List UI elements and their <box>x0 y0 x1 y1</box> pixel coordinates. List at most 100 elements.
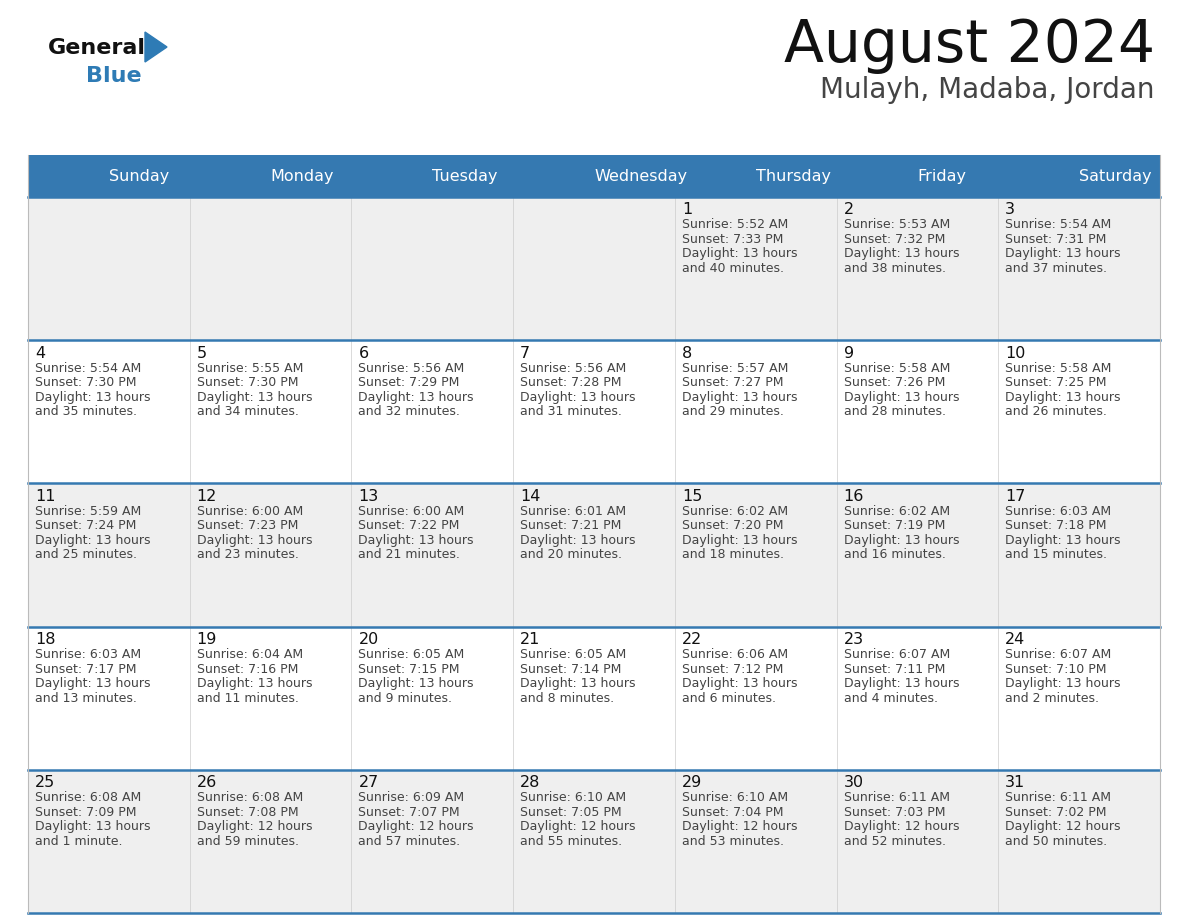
Text: 30: 30 <box>843 776 864 790</box>
Text: Daylight: 13 hours: Daylight: 13 hours <box>682 534 797 547</box>
Text: Daylight: 13 hours: Daylight: 13 hours <box>359 534 474 547</box>
Text: Daylight: 13 hours: Daylight: 13 hours <box>843 534 959 547</box>
Text: and 34 minutes.: and 34 minutes. <box>197 405 298 419</box>
Text: and 40 minutes.: and 40 minutes. <box>682 262 784 275</box>
Text: Sunset: 7:02 PM: Sunset: 7:02 PM <box>1005 806 1107 819</box>
Text: and 9 minutes.: and 9 minutes. <box>359 691 453 705</box>
Text: 12: 12 <box>197 489 217 504</box>
Text: 31: 31 <box>1005 776 1025 790</box>
Text: Sunrise: 6:08 AM: Sunrise: 6:08 AM <box>197 791 303 804</box>
Text: 14: 14 <box>520 489 541 504</box>
Text: Sunset: 7:17 PM: Sunset: 7:17 PM <box>34 663 137 676</box>
Text: 13: 13 <box>359 489 379 504</box>
Text: and 15 minutes.: and 15 minutes. <box>1005 548 1107 562</box>
Text: Sunrise: 6:02 AM: Sunrise: 6:02 AM <box>682 505 788 518</box>
Text: 19: 19 <box>197 633 217 647</box>
Text: and 18 minutes.: and 18 minutes. <box>682 548 784 562</box>
Text: Sunset: 7:04 PM: Sunset: 7:04 PM <box>682 806 783 819</box>
Text: Daylight: 13 hours: Daylight: 13 hours <box>34 534 151 547</box>
Text: 3: 3 <box>1005 203 1016 218</box>
Text: and 6 minutes.: and 6 minutes. <box>682 691 776 705</box>
Text: Daylight: 12 hours: Daylight: 12 hours <box>1005 821 1120 834</box>
Text: 6: 6 <box>359 346 368 361</box>
Text: and 29 minutes.: and 29 minutes. <box>682 405 784 419</box>
Text: and 16 minutes.: and 16 minutes. <box>843 548 946 562</box>
Text: Sunset: 7:21 PM: Sunset: 7:21 PM <box>520 520 621 532</box>
Text: Daylight: 13 hours: Daylight: 13 hours <box>34 391 151 404</box>
FancyBboxPatch shape <box>29 341 1159 484</box>
Text: Sunset: 7:30 PM: Sunset: 7:30 PM <box>197 376 298 389</box>
Text: Daylight: 13 hours: Daylight: 13 hours <box>1005 248 1120 261</box>
Text: Wednesday: Wednesday <box>594 169 687 184</box>
Text: Sunrise: 6:04 AM: Sunrise: 6:04 AM <box>197 648 303 661</box>
Text: 23: 23 <box>843 633 864 647</box>
Text: Sunset: 7:03 PM: Sunset: 7:03 PM <box>843 806 946 819</box>
Text: Sunrise: 5:56 AM: Sunrise: 5:56 AM <box>520 362 626 375</box>
Text: and 32 minutes.: and 32 minutes. <box>359 405 460 419</box>
Text: Sunset: 7:28 PM: Sunset: 7:28 PM <box>520 376 621 389</box>
Text: and 8 minutes.: and 8 minutes. <box>520 691 614 705</box>
Text: Daylight: 12 hours: Daylight: 12 hours <box>359 821 474 834</box>
Text: Daylight: 13 hours: Daylight: 13 hours <box>34 677 151 690</box>
Text: Daylight: 13 hours: Daylight: 13 hours <box>520 391 636 404</box>
Text: and 35 minutes.: and 35 minutes. <box>34 405 137 419</box>
Text: 24: 24 <box>1005 633 1025 647</box>
Text: 5: 5 <box>197 346 207 361</box>
FancyBboxPatch shape <box>29 770 1159 913</box>
Text: Sunset: 7:32 PM: Sunset: 7:32 PM <box>843 233 944 246</box>
Text: General: General <box>48 38 146 58</box>
Text: Sunday: Sunday <box>109 169 169 184</box>
Text: Sunset: 7:11 PM: Sunset: 7:11 PM <box>843 663 944 676</box>
Text: and 37 minutes.: and 37 minutes. <box>1005 262 1107 275</box>
Text: Sunset: 7:29 PM: Sunset: 7:29 PM <box>359 376 460 389</box>
Text: 28: 28 <box>520 776 541 790</box>
Text: Daylight: 12 hours: Daylight: 12 hours <box>843 821 959 834</box>
Text: and 23 minutes.: and 23 minutes. <box>197 548 298 562</box>
Text: Daylight: 12 hours: Daylight: 12 hours <box>520 821 636 834</box>
Text: Daylight: 13 hours: Daylight: 13 hours <box>197 534 312 547</box>
Text: Daylight: 13 hours: Daylight: 13 hours <box>1005 677 1120 690</box>
Text: and 50 minutes.: and 50 minutes. <box>1005 834 1107 848</box>
Text: and 55 minutes.: and 55 minutes. <box>520 834 623 848</box>
Text: 21: 21 <box>520 633 541 647</box>
Text: Sunrise: 6:00 AM: Sunrise: 6:00 AM <box>359 505 465 518</box>
FancyBboxPatch shape <box>29 627 1159 770</box>
Text: 27: 27 <box>359 776 379 790</box>
Text: 18: 18 <box>34 633 56 647</box>
Text: Sunset: 7:16 PM: Sunset: 7:16 PM <box>197 663 298 676</box>
Text: 1: 1 <box>682 203 693 218</box>
Text: Sunrise: 6:08 AM: Sunrise: 6:08 AM <box>34 791 141 804</box>
Text: Daylight: 13 hours: Daylight: 13 hours <box>197 391 312 404</box>
Text: Sunset: 7:26 PM: Sunset: 7:26 PM <box>843 376 944 389</box>
Text: and 2 minutes.: and 2 minutes. <box>1005 691 1099 705</box>
Text: Sunset: 7:27 PM: Sunset: 7:27 PM <box>682 376 783 389</box>
Text: and 21 minutes.: and 21 minutes. <box>359 548 460 562</box>
Text: Daylight: 13 hours: Daylight: 13 hours <box>1005 534 1120 547</box>
Text: Sunrise: 5:53 AM: Sunrise: 5:53 AM <box>843 218 950 231</box>
Text: Sunrise: 5:56 AM: Sunrise: 5:56 AM <box>359 362 465 375</box>
Text: Sunrise: 6:06 AM: Sunrise: 6:06 AM <box>682 648 788 661</box>
Text: 10: 10 <box>1005 346 1025 361</box>
Text: and 26 minutes.: and 26 minutes. <box>1005 405 1107 419</box>
Text: Daylight: 13 hours: Daylight: 13 hours <box>682 391 797 404</box>
Text: Tuesday: Tuesday <box>432 169 498 184</box>
Text: 8: 8 <box>682 346 693 361</box>
Text: Daylight: 12 hours: Daylight: 12 hours <box>197 821 312 834</box>
Text: Sunrise: 6:03 AM: Sunrise: 6:03 AM <box>1005 505 1112 518</box>
Text: Sunrise: 6:09 AM: Sunrise: 6:09 AM <box>359 791 465 804</box>
Text: Blue: Blue <box>86 66 141 86</box>
Text: Sunrise: 6:11 AM: Sunrise: 6:11 AM <box>1005 791 1111 804</box>
Text: 4: 4 <box>34 346 45 361</box>
Text: Sunrise: 5:54 AM: Sunrise: 5:54 AM <box>34 362 141 375</box>
Text: Daylight: 13 hours: Daylight: 13 hours <box>1005 391 1120 404</box>
Text: Daylight: 13 hours: Daylight: 13 hours <box>520 677 636 690</box>
Text: and 13 minutes.: and 13 minutes. <box>34 691 137 705</box>
Text: Sunrise: 6:03 AM: Sunrise: 6:03 AM <box>34 648 141 661</box>
Text: Sunset: 7:23 PM: Sunset: 7:23 PM <box>197 520 298 532</box>
Text: Sunset: 7:12 PM: Sunset: 7:12 PM <box>682 663 783 676</box>
Text: Sunrise: 5:59 AM: Sunrise: 5:59 AM <box>34 505 141 518</box>
Text: Sunset: 7:25 PM: Sunset: 7:25 PM <box>1005 376 1107 389</box>
Text: Daylight: 13 hours: Daylight: 13 hours <box>34 821 151 834</box>
Text: and 38 minutes.: and 38 minutes. <box>843 262 946 275</box>
Text: and 1 minute.: and 1 minute. <box>34 834 122 848</box>
